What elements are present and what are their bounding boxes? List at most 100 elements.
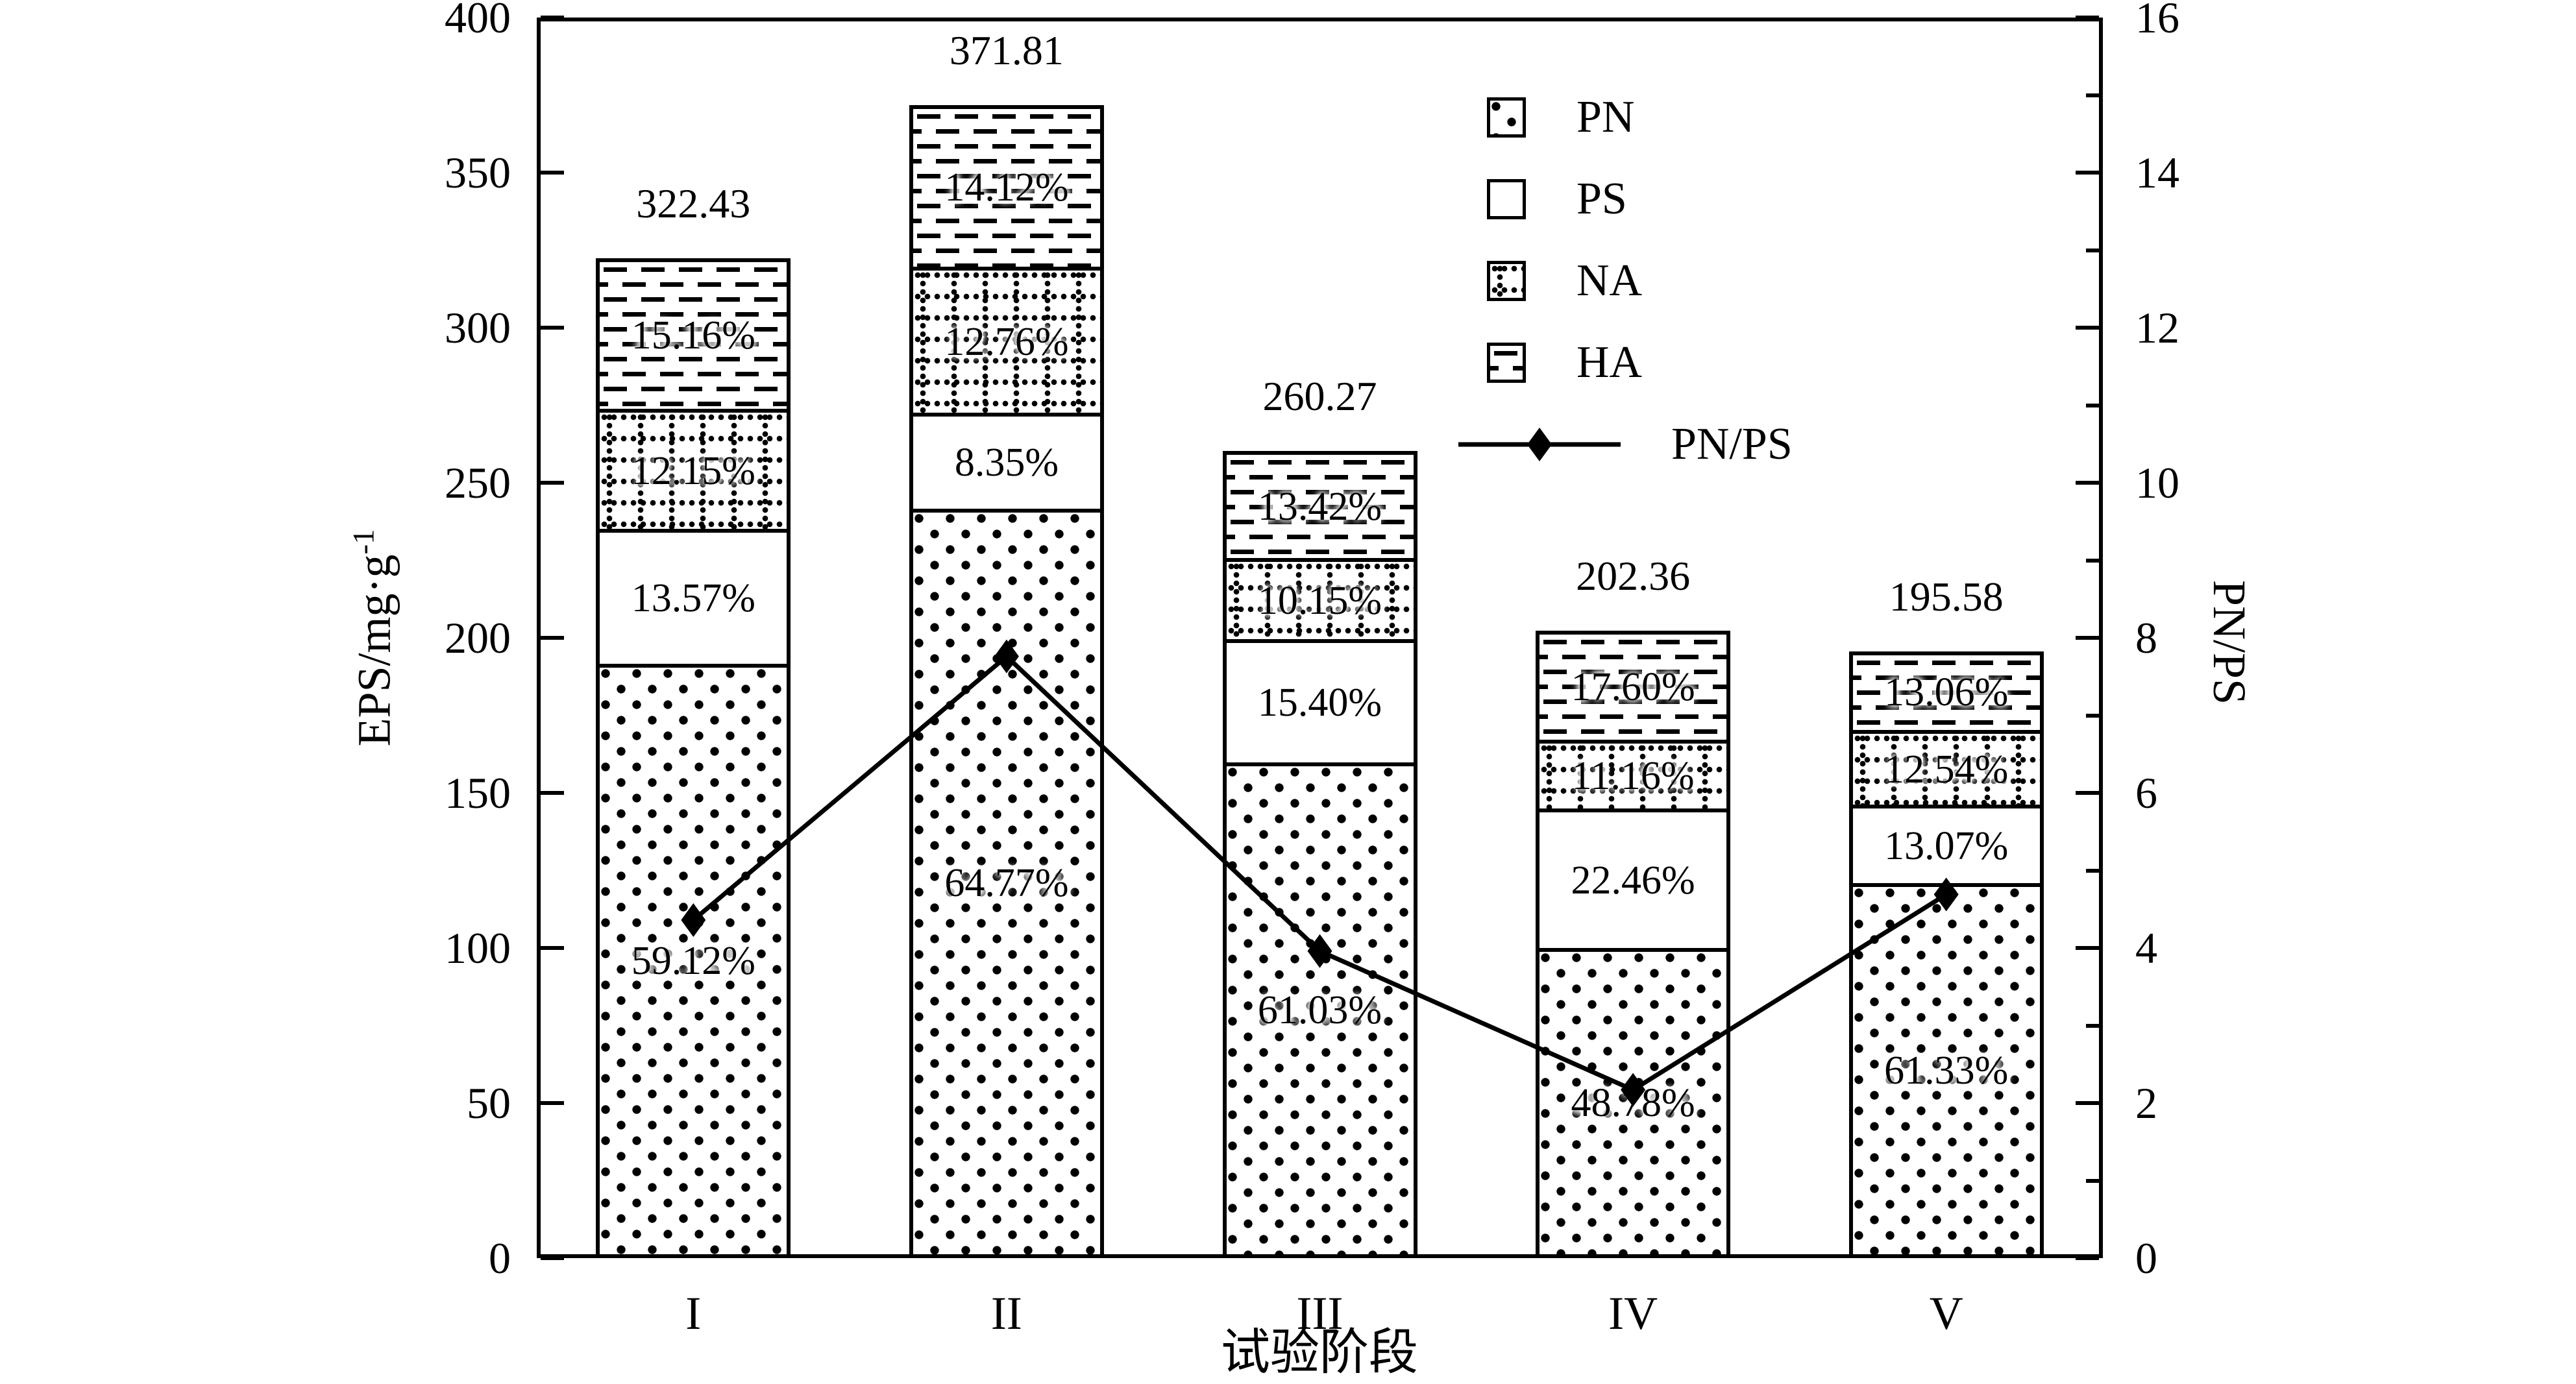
x-axis-title: 试验阶段 [1221,1326,1418,1380]
right-axis-title: PN/PS [2203,579,2255,705]
right-axis-tick-label-16: 16 [2135,0,2179,42]
bar-IV-HA-percent-label: 17.60% [1571,664,1695,709]
left-axis-tick-label-50: 50 [467,1078,511,1128]
left-axis-title: EPS/mg·g-1 [347,529,400,747]
bar-V-segment-HA: 13.06% [1852,655,2040,734]
left-axis-tick-label-150: 150 [445,768,511,818]
bar-I-segment-PN: 59.12% [600,667,787,1254]
legend-swatch-PS-icon [1487,179,1526,219]
left-axis-tick-150 [541,791,564,795]
right-axis-tick-10 [2076,481,2099,485]
left-axis-tick-100 [541,946,564,950]
x-tick-label-II: II [990,1287,1022,1339]
left-axis-title-main: EPS/mg·g [348,554,400,747]
bar-I-segment-PS: 13.57% [600,533,787,668]
bar-I-segment-NA: 12.15% [600,412,787,533]
bar-V-segment-NA: 12.54% [1852,733,2040,809]
bar-III-segment-PS: 15.40% [1226,643,1414,767]
legend: PN PS NA HA PN/PS [1458,77,1913,485]
left-axis-tick-label-250: 250 [445,458,511,507]
pn-ps-marker-V [1933,877,1959,912]
left-axis-tick-label-300: 300 [445,303,511,352]
right-axis-tick-label-12: 12 [2135,303,2179,352]
right-axis-tick-6 [2076,791,2099,795]
legend-line-sample-icon [1458,419,1621,470]
bar-group-III: 13.42% 10.15% 15.40% 61.03% [1222,450,1417,1258]
bar-group-I: 15.16% 12.15% 13.57% 59.12% [596,258,791,1258]
right-axis-tick-label-2: 2 [2135,1078,2157,1128]
bar-III-PS-percent-label: 15.40% [1257,681,1382,725]
legend-item-HA: HA [1458,322,1913,404]
right-axis-tick-label-4: 4 [2135,923,2157,973]
bar-II-total-label: 371.81 [949,27,1064,73]
legend-item-PS: PS [1458,158,1913,240]
right-axis-minor-tick-9 [2086,558,2099,563]
bar-II-PS-percent-label: 8.35% [954,440,1059,485]
legend-line-icon [1458,428,1621,461]
right-axis-tick-2 [2076,1101,2099,1105]
legend-swatch-PN-icon [1487,97,1526,138]
right-axis-minor-tick-11 [2086,403,2099,407]
right-axis-tick-label-10: 10 [2135,458,2179,507]
right-axis-tick-label-0: 0 [2135,1233,2157,1283]
bar-group-IV: 17.60% 11.16% 22.46% 48.78% [1536,630,1731,1258]
left-axis-tick-label-400: 400 [445,0,511,42]
right-axis-minor-tick-7 [2086,713,2099,718]
left-axis-tick-200 [541,636,564,640]
bar-IV-total-label: 202.36 [1576,552,1691,599]
bar-III-segment-HA: 13.42% [1226,454,1414,563]
bar-III-HA-percent-label: 13.42% [1257,484,1382,529]
bar-IV-PS-percent-label: 22.46% [1571,858,1695,903]
left-axis-title-exponent: -1 [347,529,381,555]
left-axis-tick-label-100: 100 [445,923,511,973]
right-axis-tick-8 [2076,636,2099,640]
right-axis-minor-tick-15 [2086,93,2099,97]
bar-III-total-label: 260.27 [1262,372,1377,419]
pn-ps-line-layer [681,639,1959,1107]
right-axis-tick-16 [2076,16,2099,19]
right-axis-minor-tick-13 [2086,248,2099,252]
legend-swatch-NA-icon [1487,261,1526,301]
right-axis-tick-label-6: 6 [2135,768,2157,818]
legend-label-NA: NA [1576,256,1643,306]
right-axis-minor-tick-5 [2086,868,2099,873]
legend-item-PN-PS: PN/PS [1458,404,1913,485]
bar-IV-segment-NA: 11.16% [1539,743,1727,813]
x-tick-label-IV: IV [1608,1287,1658,1339]
right-axis-tick-12 [2076,326,2099,330]
bar-group-V: 13.06% 12.54% 13.07% 61.33% [1848,651,2044,1258]
pn-ps-marker-I [681,903,706,937]
left-axis-tick-350 [541,171,564,175]
bar-II-PN-percent-label: 64.77% [944,861,1069,906]
bar-III-segment-PN: 61.03% [1226,766,1414,1254]
right-axis-minor-tick-3 [2086,1023,2099,1028]
legend-label-PS: PS [1576,174,1627,224]
bar-II-NA-percent-label: 12.76% [944,319,1069,364]
right-axis-tick-14 [2076,171,2099,175]
bar-II-HA-percent-label: 14.12% [944,165,1069,210]
right-axis-tick-4 [2076,946,2099,950]
left-axis-tick-label-0: 0 [489,1233,511,1283]
bar-V-segment-PN: 61.33% [1852,886,2040,1254]
bar-I-NA-percent-label: 12.15% [631,448,755,493]
right-axis-tick-label-8: 8 [2135,613,2157,662]
bar-III-NA-percent-label: 10.15% [1257,578,1382,623]
bar-I-HA-percent-label: 15.16% [631,313,755,358]
bar-I-total-label: 322.43 [636,180,751,226]
bar-V-HA-percent-label: 13.06% [1884,670,2009,715]
bar-II-segment-HA: 14.12% [913,108,1100,271]
bar-group-II: 14.12% 12.76% 8.35% 64.77% [909,104,1104,1258]
legend-label-HA: HA [1576,337,1643,387]
left-axis-tick-0 [541,1256,564,1260]
bar-I-PS-percent-label: 13.57% [631,576,755,621]
bar-IV-NA-percent-label: 11.16% [1571,754,1695,799]
right-axis-minor-tick-1 [2086,1178,2099,1183]
bar-IV-segment-HA: 17.60% [1539,634,1727,744]
bar-V-PS-percent-label: 13.07% [1884,823,2009,868]
left-axis-tick-400 [541,16,564,19]
plot-area: 15.16% 12.15% 13.57% 59.12% 322.43 14.12% 12.7… [537,18,2103,1258]
x-tick-label-I: I [685,1287,702,1339]
legend-item-NA: NA [1458,240,1913,322]
right-axis-tick-0 [2076,1256,2099,1260]
